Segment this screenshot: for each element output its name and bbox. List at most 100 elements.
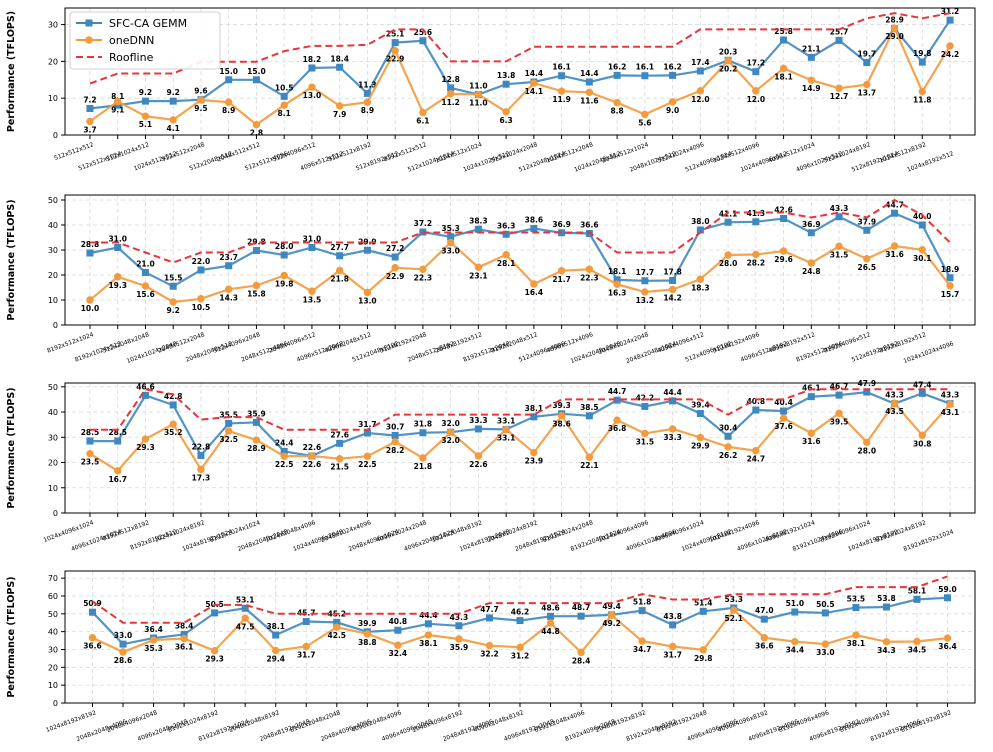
value-label: 22.9	[386, 272, 405, 281]
marker	[114, 273, 122, 281]
value-label: 40.0	[913, 212, 932, 221]
value-label: 33.3	[663, 433, 682, 442]
marker	[363, 630, 372, 638]
marker	[88, 608, 96, 616]
value-label: 32.0	[441, 436, 460, 445]
series-line	[89, 401, 951, 473]
value-label: 13.7	[858, 89, 877, 98]
value-label: 24.8	[802, 267, 821, 276]
value-label: 38.0	[691, 217, 710, 226]
value-label: 8.9	[222, 106, 235, 115]
value-label: 31.2	[511, 651, 530, 660]
marker	[613, 276, 621, 284]
series-line	[89, 12, 951, 85]
value-label: 44.8	[541, 627, 560, 636]
value-label: 41.1	[719, 209, 738, 218]
value-label: 31.7	[358, 420, 377, 429]
y-tick-label: 70	[48, 574, 58, 583]
value-label: 39.3	[552, 401, 571, 410]
marker	[502, 230, 510, 238]
value-label: 17.4	[691, 58, 710, 67]
value-label: 32.5	[219, 435, 238, 444]
y-tick-label: 10	[48, 484, 58, 493]
value-label: 12.0	[691, 95, 710, 104]
marker	[807, 393, 815, 401]
marker	[197, 295, 205, 303]
marker	[882, 603, 890, 611]
value-label: 21.0	[136, 260, 155, 269]
value-label: 37.9	[858, 217, 877, 226]
value-label: 32.0	[441, 419, 460, 428]
marker	[863, 58, 871, 66]
marker	[918, 389, 926, 397]
marker	[252, 120, 261, 129]
marker	[696, 67, 704, 75]
marker	[149, 636, 158, 644]
marker	[141, 282, 150, 290]
marker	[114, 244, 122, 251]
marker	[752, 68, 760, 76]
value-label: 47.4	[913, 380, 932, 389]
value-label: 14.9	[802, 84, 821, 93]
value-label: 13.8	[497, 71, 516, 80]
marker	[391, 432, 399, 440]
value-label: 14.4	[525, 69, 544, 78]
y-tick-label: 40	[48, 221, 58, 230]
value-label: 33.0	[816, 648, 835, 657]
value-label: 46.6	[136, 382, 155, 391]
value-label: 25.6	[414, 28, 433, 37]
marker	[696, 87, 705, 95]
value-label: 29.9	[691, 442, 710, 451]
marker	[668, 642, 677, 651]
value-label: 9.0	[666, 106, 679, 115]
marker	[760, 634, 768, 642]
value-label: 44.4	[419, 611, 438, 620]
value-label: 29.4	[266, 655, 285, 664]
value-label: 28.9	[885, 16, 904, 25]
marker	[141, 269, 149, 276]
value-label: 9.2	[167, 306, 180, 315]
value-label: 36.1	[175, 643, 194, 652]
marker	[447, 84, 455, 92]
value-label: 23.1	[469, 271, 488, 280]
value-label: 31.7	[297, 650, 316, 659]
x-tick-label: 1024x1024x4096	[903, 340, 955, 365]
marker	[474, 452, 483, 460]
marker	[114, 467, 122, 475]
marker	[547, 612, 555, 620]
axes-border	[64, 7, 976, 136]
marker	[224, 427, 233, 435]
value-label: 9.2	[167, 88, 180, 97]
value-label: 22.3	[580, 273, 599, 282]
value-label: 15.0	[219, 67, 238, 76]
marker	[363, 288, 372, 297]
value-label: 19.8	[913, 49, 932, 58]
value-label: 43.1	[941, 408, 960, 417]
marker	[446, 238, 455, 247]
marker	[363, 98, 372, 106]
value-label: 16.2	[663, 62, 682, 71]
marker	[669, 397, 677, 405]
marker	[141, 112, 150, 120]
value-label: 13.2	[636, 296, 655, 305]
value-label: 11.2	[441, 98, 460, 107]
value-label: 16.1	[636, 63, 655, 72]
value-label: 53.3	[725, 595, 744, 604]
marker	[447, 233, 455, 241]
value-label: 36.6	[83, 642, 102, 651]
marker	[724, 443, 732, 451]
legend-box	[69, 11, 221, 70]
marker	[280, 92, 288, 100]
marker	[333, 618, 341, 626]
marker	[241, 614, 249, 622]
value-label: 51.4	[694, 598, 713, 607]
x-tick-label: 1024x8192x512	[906, 150, 955, 173]
y-tick-label: 30	[48, 433, 58, 442]
legend-label: SFC-CA GEMM	[109, 17, 187, 30]
y-tick-label: 20	[48, 663, 58, 672]
marker	[613, 71, 621, 79]
marker	[394, 626, 402, 634]
value-label: 43.3	[941, 391, 960, 400]
marker	[557, 411, 566, 420]
value-label: 14.3	[219, 293, 238, 302]
